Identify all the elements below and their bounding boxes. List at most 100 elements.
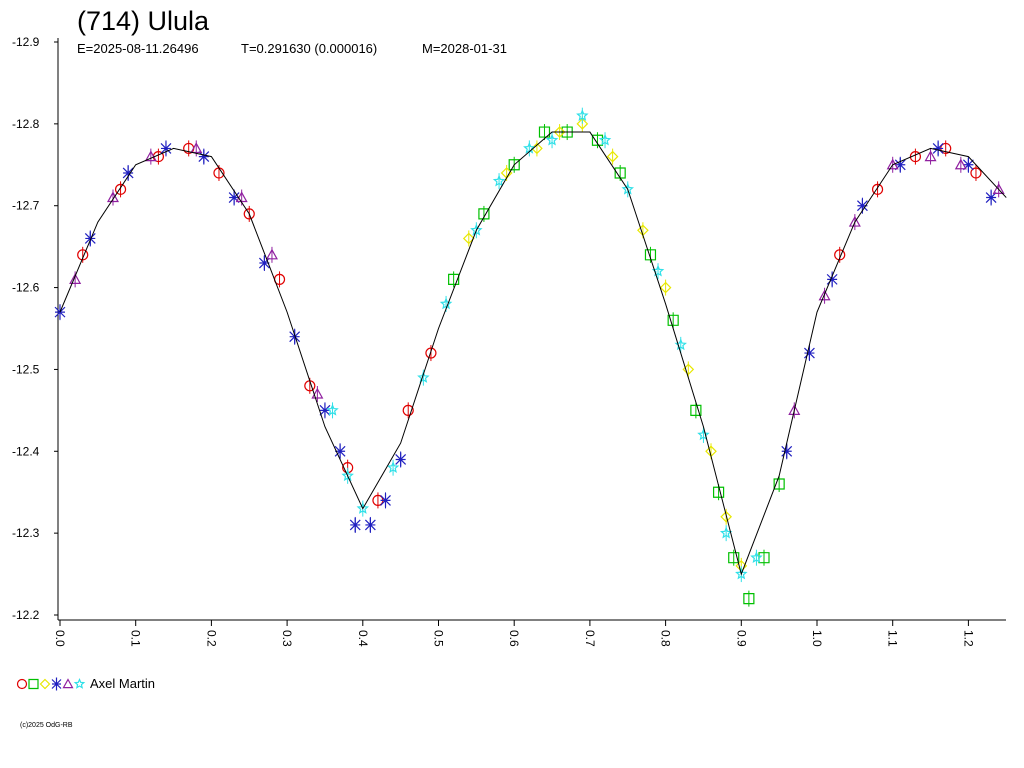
x-tick-label: 0.8 bbox=[659, 630, 673, 647]
data-point bbox=[425, 347, 437, 359]
data-point bbox=[743, 593, 755, 605]
data-point bbox=[311, 387, 324, 399]
data-point bbox=[856, 198, 868, 213]
epoch: E=2025-08-11.26496 bbox=[77, 41, 199, 56]
data-point bbox=[834, 249, 846, 261]
data-point bbox=[380, 493, 391, 508]
x-tick-label: 0.0 bbox=[53, 630, 67, 647]
x-tick-label: 0.2 bbox=[204, 630, 218, 647]
data-point bbox=[523, 141, 536, 154]
data-point bbox=[894, 157, 906, 172]
data-point bbox=[364, 517, 376, 532]
data-point bbox=[462, 232, 475, 245]
data-point bbox=[106, 191, 120, 203]
data-point bbox=[54, 305, 66, 320]
x-tick-label: 1.1 bbox=[886, 630, 900, 647]
data-point bbox=[719, 526, 733, 539]
data-point bbox=[198, 149, 210, 164]
data-point bbox=[659, 281, 672, 294]
data-point bbox=[924, 150, 937, 162]
data-point bbox=[265, 248, 278, 260]
legend-symbol bbox=[16, 678, 28, 690]
data-point bbox=[598, 133, 612, 146]
data-point bbox=[538, 126, 551, 138]
data-point bbox=[553, 126, 566, 138]
data-point bbox=[735, 567, 748, 580]
data-point bbox=[962, 157, 974, 172]
y-tick-label: -12.6 bbox=[12, 281, 40, 295]
data-point bbox=[954, 158, 967, 170]
y-tick-label: -12.8 bbox=[12, 117, 40, 131]
legend-symbol bbox=[73, 677, 86, 689]
y-tick-label: -12.9 bbox=[12, 35, 40, 49]
legend-symbol bbox=[62, 678, 74, 689]
x-tick-label: 0.5 bbox=[432, 630, 446, 647]
data-point bbox=[621, 182, 634, 195]
data-point bbox=[439, 297, 453, 310]
data-point bbox=[69, 273, 82, 284]
data-point bbox=[750, 551, 763, 564]
data-point bbox=[667, 314, 679, 326]
data-point bbox=[886, 158, 899, 170]
data-point bbox=[160, 141, 172, 156]
data-point bbox=[258, 256, 270, 271]
data-point bbox=[781, 444, 793, 459]
data-point bbox=[417, 371, 430, 383]
data-point bbox=[289, 329, 301, 344]
data-point bbox=[84, 231, 96, 246]
data-point bbox=[356, 502, 370, 514]
data-point bbox=[77, 249, 89, 261]
y-tick-label: -12.3 bbox=[12, 526, 40, 540]
legend-symbol bbox=[51, 677, 62, 691]
x-tick-label: 1.0 bbox=[810, 630, 824, 647]
x-tick-label: 1.2 bbox=[961, 630, 975, 647]
data-point bbox=[341, 469, 354, 482]
data-point bbox=[576, 118, 589, 130]
data-point bbox=[697, 428, 710, 441]
data-point bbox=[804, 346, 815, 361]
data-point bbox=[326, 403, 339, 416]
data-point bbox=[478, 208, 490, 220]
period: T=0.291630 (0.000016) bbox=[241, 41, 377, 56]
footer: (c)2025 OdG-RB bbox=[20, 722, 73, 729]
y-tick-label: -12.7 bbox=[12, 199, 40, 213]
data-point bbox=[909, 151, 922, 163]
data-point bbox=[492, 174, 506, 187]
data-point bbox=[644, 249, 657, 261]
x-tick-label: 0.6 bbox=[507, 630, 521, 647]
data-point bbox=[349, 517, 361, 532]
data-point bbox=[848, 215, 861, 227]
y-tick-label: -12.2 bbox=[12, 608, 40, 622]
data-point bbox=[674, 338, 687, 351]
data-point bbox=[614, 167, 626, 179]
y-tick-label: -12.5 bbox=[12, 362, 40, 376]
data-point bbox=[144, 150, 157, 162]
data-point bbox=[720, 510, 733, 523]
x-tick-label: 0.4 bbox=[356, 630, 370, 647]
mid-date: M=2028-01-31 bbox=[422, 41, 507, 56]
data-point bbox=[871, 183, 884, 195]
data-point bbox=[591, 134, 604, 146]
x-tick-label: 0.3 bbox=[280, 630, 294, 647]
data-point bbox=[273, 273, 286, 285]
fit-curve bbox=[59, 131, 1007, 576]
data-point bbox=[788, 404, 801, 415]
chart-title: (714) Ulula bbox=[77, 6, 210, 36]
data-point bbox=[122, 165, 134, 180]
data-point bbox=[712, 486, 725, 498]
data-point bbox=[190, 142, 203, 154]
data-point bbox=[395, 452, 407, 467]
data-point bbox=[304, 380, 316, 392]
data-point bbox=[606, 150, 619, 163]
data-point bbox=[319, 403, 331, 418]
data-point bbox=[985, 190, 997, 205]
x-tick-label: 0.9 bbox=[734, 630, 748, 647]
x-tick-label: 0.1 bbox=[129, 630, 143, 647]
legend-symbol bbox=[39, 678, 51, 690]
data-point bbox=[773, 478, 785, 490]
data-point bbox=[386, 461, 400, 473]
data-point bbox=[545, 133, 559, 146]
data-point bbox=[402, 404, 414, 416]
